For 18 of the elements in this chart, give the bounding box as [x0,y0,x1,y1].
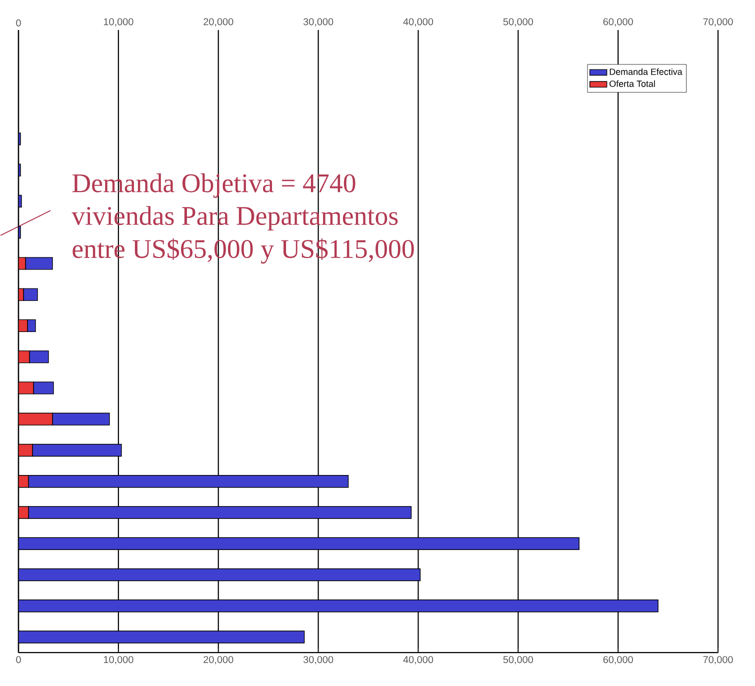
x-tick-label: 60,000 [603,656,633,665]
x-tick-label: 70,000 [703,656,733,665]
legend-label: Demanda Efectiva [610,68,682,76]
x-tick-label: 20,000 [204,656,234,665]
x-tick-label: 40,000 [403,656,434,665]
x2-tick-label: 50,000 [503,18,533,27]
x2-tick-label: 0 [16,20,21,27]
x2-tick-label: 30,000 [303,18,334,27]
x2-tick-label: 20,000 [204,18,234,27]
legend-label: Oferta Total [610,80,655,88]
x2-tick-label: 40,000 [403,18,434,27]
x-tick-label: 0 [16,656,21,664]
x-tick-label: 50,000 [503,656,533,665]
x2-tick-label: 10,000 [104,18,134,27]
x-tick-label: 10,000 [104,656,134,665]
x2-tick-label: 70,000 [703,18,733,27]
x-tick-label: 30,000 [303,656,334,665]
x2-tick-label: 60,000 [603,18,633,27]
